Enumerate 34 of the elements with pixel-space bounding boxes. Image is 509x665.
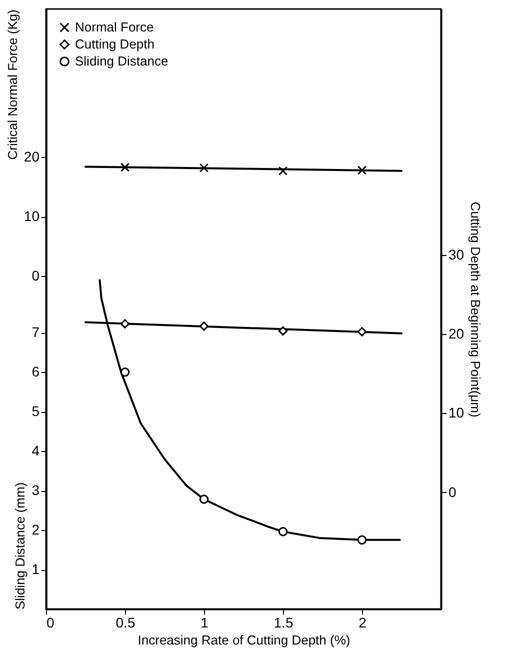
point [357,535,367,545]
y-tick-label: 6 [32,364,40,380]
x-tick-label: 0.5 [116,614,136,630]
y-tick-label: 3 [32,482,40,498]
point [199,322,209,331]
y-tick-label: 1 [32,561,40,578]
y-tick-label: 5 [32,403,40,420]
point [278,326,288,336]
y-tick-label: 2 [32,522,40,538]
y-tick-label: 7 [32,324,40,340]
y-tick-label: 4 [32,442,40,459]
x-tick-label: 2 [358,614,367,630]
legend-label: Cutting Depth [75,36,154,52]
y3-tick-label: 10 [24,208,40,224]
x-tick-label: 1.5 [274,614,294,630]
y-axis-title: Sliding Distance (mm) [12,482,28,610]
point [120,368,130,377]
y2-tick-label: 20 [448,326,464,342]
y3-axis-title: Critical Normal Force (Kg) [4,10,20,160]
point [199,494,209,504]
y2-tick-label: 10 [448,404,464,421]
point [278,527,288,536]
legend-label: Sliding Distance [75,54,168,68]
y2-tick-label: 0 [448,484,456,500]
x-tick-label: 0 [46,614,54,630]
point [120,319,130,328]
y2-tick-label: 30 [448,246,464,263]
x-axis-title: Increasing Rate of Cutting Depth (%) [138,632,350,648]
legend-label: Normal Force [75,20,154,34]
y3-tick-label: 0 [32,267,40,284]
point [357,327,367,336]
y3-tick-label: 20 [24,148,40,165]
x-tick-label: 1 [200,614,209,630]
y2-axis-title: Cutting Depth at Beginning Point(μm) [468,202,484,418]
